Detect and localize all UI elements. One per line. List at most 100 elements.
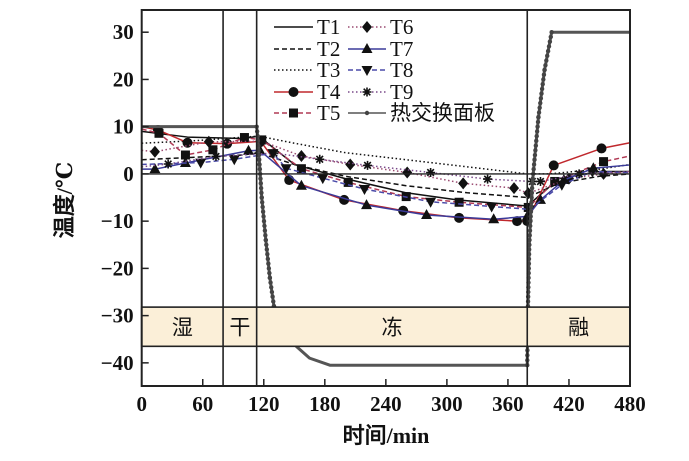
data-point: [527, 233, 532, 238]
data-point: [531, 162, 537, 167]
data-point: [149, 163, 161, 174]
data-point: [532, 152, 538, 158]
data-point: [269, 285, 274, 290]
legend-item-3: T3: [274, 58, 340, 82]
data-point: [539, 91, 544, 96]
data-point: [529, 185, 535, 191]
data-point: [363, 160, 373, 170]
data-point: [548, 160, 559, 171]
legend-item-1: T1: [274, 15, 340, 39]
data-point: [208, 145, 218, 155]
data-point: [271, 299, 276, 304]
data-point: [262, 228, 268, 233]
data-point: [527, 237, 532, 243]
legend-label: T5: [317, 101, 340, 125]
data-point: [269, 289, 275, 295]
legend-item-4: T4: [274, 80, 341, 104]
data-point: [543, 63, 548, 68]
series-2: [141, 151, 631, 199]
legend-label: T2: [317, 37, 340, 61]
data-point: [268, 280, 273, 285]
data-point: [454, 212, 465, 223]
data-point: [345, 158, 356, 171]
y-tick-label: −20: [101, 256, 134, 280]
series-4: [141, 124, 631, 227]
data-point: [261, 218, 267, 224]
y-tick-label: 30: [113, 20, 134, 44]
data-point: [537, 105, 542, 110]
legend-label: 热交换面板: [390, 101, 495, 125]
data-point: [265, 256, 271, 262]
data-point: [195, 158, 207, 169]
y-tick-label: −10: [101, 209, 134, 233]
legend-item-9: T9: [348, 80, 413, 104]
x-tick-label: 120: [248, 392, 280, 416]
data-point: [263, 233, 268, 238]
data-point: [264, 242, 269, 247]
x-tick-label: 240: [370, 392, 402, 416]
legend-item-7: T7: [348, 37, 413, 61]
data-point: [533, 143, 539, 148]
phase-label: 冻: [381, 316, 402, 340]
legend-marker: [364, 110, 370, 116]
data-point: [556, 180, 568, 191]
data-point: [265, 252, 270, 257]
data-point: [528, 209, 534, 214]
data-point: [228, 155, 240, 166]
y-tick-label: −30: [101, 304, 134, 328]
data-point: [267, 270, 272, 276]
data-point: [260, 204, 265, 210]
legend-label: T6: [390, 15, 413, 39]
data-point: [257, 157, 262, 162]
data-point: [534, 129, 540, 134]
data-point: [548, 34, 553, 40]
data-point: [266, 266, 272, 271]
data-point: [512, 216, 523, 227]
data-point: [259, 195, 264, 200]
legend-item-8: T8: [348, 58, 413, 82]
data-point: [296, 164, 306, 174]
legend-marker: [362, 87, 372, 97]
data-point: [536, 110, 542, 115]
x-tick-label: 300: [431, 392, 463, 416]
data-point: [540, 81, 545, 87]
data-point: [315, 154, 325, 164]
data-point: [526, 247, 532, 252]
data-point: [535, 124, 540, 129]
data-point: [358, 185, 370, 196]
data-point: [483, 174, 493, 184]
data-point: [486, 202, 498, 213]
data-point: [211, 151, 221, 161]
x-tick-label: 360: [492, 392, 524, 416]
y-axis-label: 温度/℃: [52, 162, 77, 238]
data-point: [528, 218, 533, 224]
data-point: [536, 115, 541, 120]
data-point: [534, 138, 539, 144]
legend-item-2: T2: [274, 37, 340, 61]
x-tick-label: 480: [614, 392, 646, 416]
legend-label: T8: [390, 58, 413, 82]
y-tick-label: −40: [101, 351, 134, 375]
y-tick-label: 0: [123, 162, 134, 186]
legend-item-6: T6: [348, 15, 413, 39]
data-point: [530, 181, 535, 186]
x-axis-label: 时间/min: [343, 423, 430, 448]
phase-label: 干: [229, 316, 250, 340]
data-point: [534, 193, 546, 204]
legend-item-10: 热交换面板: [348, 101, 495, 125]
data-point: [426, 167, 436, 177]
data-point: [529, 200, 534, 205]
data-point: [270, 294, 275, 299]
data-point: [260, 209, 266, 214]
data-point: [528, 223, 533, 229]
legend-label: T9: [390, 80, 413, 104]
phase-label: 湿: [172, 316, 193, 340]
series-line: [141, 125, 631, 222]
data-point: [154, 128, 164, 138]
data-point: [533, 148, 538, 153]
data-point: [538, 96, 544, 101]
data-point: [509, 182, 520, 195]
data-point: [454, 197, 464, 207]
data-point: [257, 166, 263, 172]
